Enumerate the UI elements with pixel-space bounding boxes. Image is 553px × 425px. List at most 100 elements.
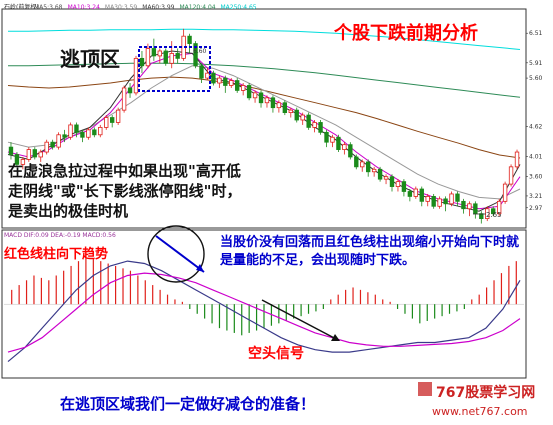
candle (14, 152, 20, 167)
explanation-box: 在虚浪急拉过程中如果出现"高开低走阴线"或"长下影线涨停阳线"时，是卖出的极佳时… (8, 162, 241, 220)
candle-body (139, 57, 145, 67)
candle-body (217, 77, 222, 84)
candle-body (74, 124, 79, 133)
candle (86, 127, 91, 140)
candle-body (62, 134, 67, 138)
candle-body (288, 109, 293, 114)
candle-body (133, 57, 139, 94)
candle (330, 134, 335, 148)
candle-body (419, 188, 424, 202)
candle (508, 164, 514, 187)
candle (467, 201, 472, 217)
candle (187, 33, 192, 54)
macd-panel-frame (1, 229, 527, 379)
candle-body (336, 136, 341, 150)
ma-label: MA30:3.59 (105, 4, 137, 11)
candle-body (223, 77, 228, 86)
ma-label: MA5:3.68 (34, 4, 63, 11)
candle-body (514, 151, 520, 168)
highlight-circle (147, 225, 205, 283)
red-downtrend-label: 红色线柱向下趋势 (4, 246, 108, 262)
candle (127, 83, 133, 98)
price-tick-label: 2.97 (529, 205, 543, 212)
candle (98, 124, 103, 138)
ma-label: MA120:4.04 (180, 4, 216, 11)
candle-body (26, 149, 32, 160)
watermark-icon (418, 382, 432, 396)
candle (199, 63, 204, 84)
candle (282, 100, 288, 116)
candle-body (377, 168, 383, 180)
candle-body (193, 43, 198, 67)
candle-body (342, 144, 347, 150)
candle (294, 107, 299, 123)
candle-body (354, 156, 359, 168)
candle (354, 154, 359, 170)
candle-body (14, 154, 20, 165)
ma-label: MA60:3.99 (142, 4, 174, 11)
price-tick-label: 5.91 (529, 60, 543, 67)
candle-body (187, 35, 192, 44)
candle-body (270, 97, 276, 109)
watermark-logo: 767股票学习网 www.net767.com (418, 382, 535, 418)
candle-body (246, 85, 252, 99)
candle (163, 48, 168, 66)
candle (449, 191, 454, 207)
candle (62, 129, 67, 143)
candle (389, 174, 395, 192)
candle (425, 193, 430, 207)
candle-body (360, 161, 365, 168)
candle-body (455, 193, 460, 202)
price-tick-label: 6.51 (529, 30, 543, 37)
candle-body (115, 109, 121, 123)
candle (270, 95, 276, 113)
candle (312, 120, 317, 133)
candle-body (443, 198, 448, 205)
candle (318, 120, 323, 135)
candle (371, 166, 377, 177)
top-zone-box (138, 46, 211, 92)
candle (50, 139, 55, 150)
candle-body (502, 183, 508, 202)
downtrend-arrowhead (196, 264, 204, 272)
price-axis: 6.51 5.91 5.60 4.62 4.01 3.60 3.21 2.97 (526, 30, 543, 212)
chart-title: 个股下跌前期分析 (333, 22, 478, 44)
macd-lines (7, 260, 521, 363)
price-tick-label: 3.21 (529, 193, 543, 200)
candle (514, 149, 520, 170)
candle-body (205, 72, 210, 79)
candle-body (264, 97, 270, 104)
macd-histogram (4, 256, 524, 336)
candle-body (508, 166, 514, 185)
candle-body (425, 196, 430, 202)
watermark-url: www.net767.com (432, 405, 528, 418)
candle-body (324, 131, 329, 143)
candle (56, 132, 61, 150)
candle (401, 179, 407, 197)
candle (342, 142, 347, 155)
candle-body (240, 85, 246, 91)
candle (80, 129, 85, 143)
candle (92, 127, 97, 138)
candle (496, 198, 502, 217)
candle-body (211, 72, 216, 84)
candle (502, 181, 508, 204)
candle-body (86, 129, 91, 138)
candle (431, 193, 436, 209)
candle-body (306, 114, 311, 128)
candle (240, 83, 246, 96)
candle-body (50, 141, 55, 148)
candle (258, 90, 264, 108)
candle-body (413, 188, 418, 197)
candle-body (389, 176, 395, 187)
ma-line (8, 62, 521, 98)
candle-body (312, 122, 317, 128)
candle (175, 48, 180, 64)
candle-body (258, 92, 264, 104)
candle (74, 122, 79, 138)
downtrend-arrow (155, 235, 205, 273)
candle-body (163, 50, 168, 64)
candle-body (229, 80, 234, 86)
